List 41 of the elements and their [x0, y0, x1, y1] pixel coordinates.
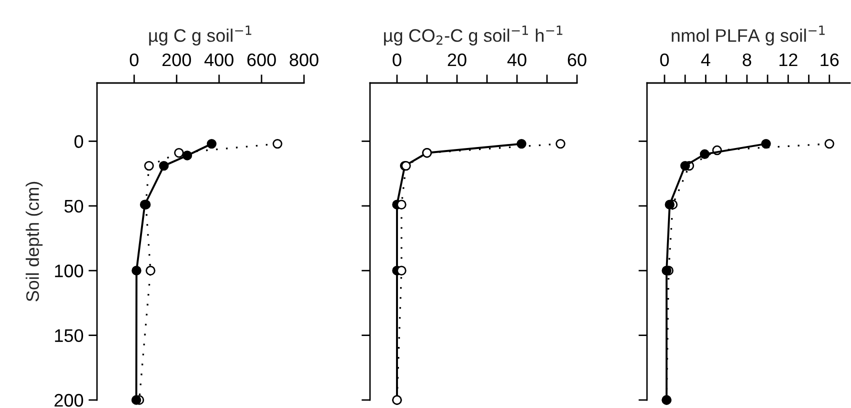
x-tick-label: 12 [780, 53, 798, 66]
point [272, 138, 282, 149]
point [516, 138, 526, 149]
y-tick-label: 0 [74, 135, 84, 148]
y-tick-label: 100 [55, 264, 84, 278]
y-tick-label: 200 [54, 394, 84, 407]
point [146, 266, 156, 276]
point [182, 150, 192, 160]
point [159, 160, 169, 171]
y-tick-label: 150 [55, 329, 84, 342]
x-axis-title: nmol PLFA g soil$^{−1}$ [672, 26, 825, 46]
x-tick-label: 8 [742, 53, 752, 66]
x-tick-label: 200 [162, 53, 191, 66]
x-tick-label: 0 [660, 53, 669, 66]
x-tick-label: 16 [820, 53, 839, 66]
point [131, 395, 142, 405]
point [556, 138, 566, 149]
x-tick-label: 40 [507, 53, 526, 66]
x-tick-label: 4 [701, 54, 710, 66]
point [761, 138, 771, 149]
point [174, 148, 184, 158]
point [396, 266, 406, 276]
x-tick-label: 600 [247, 53, 276, 66]
x-axis-title: µg CO$_{2}$-C g soil$^{−1}$ h$^{−1}$ [384, 26, 562, 46]
point [206, 138, 217, 149]
y-tick-label: 50 [64, 200, 84, 213]
point [700, 149, 710, 160]
point [824, 138, 834, 149]
x-tick-label: 400 [204, 53, 234, 66]
point [396, 200, 406, 210]
x-tick-label: 60 [568, 53, 586, 66]
y-axis-title: Soil depth (cm) [26, 182, 43, 302]
point [132, 266, 142, 276]
x-tick-label: 0 [392, 53, 402, 66]
x-tick-label: 20 [448, 53, 466, 66]
point [664, 200, 675, 210]
x-axis-title: µg C g soil$^{−1}$ [149, 26, 252, 46]
point [144, 160, 154, 171]
point [680, 160, 690, 171]
x-tick-label: 800 [290, 53, 318, 66]
x-tick-label: 0 [130, 53, 138, 66]
